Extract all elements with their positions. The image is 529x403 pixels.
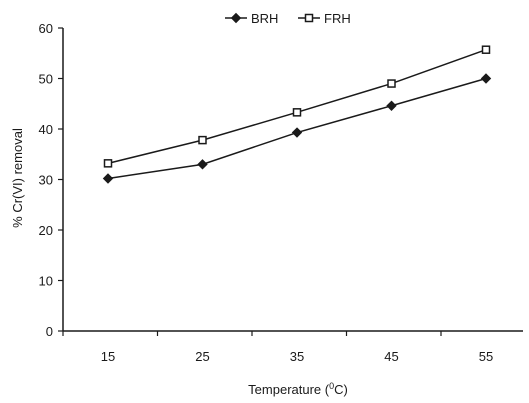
x-axis-label-main: Temperature ( <box>248 382 330 397</box>
y-tick-label: 10 <box>39 274 53 289</box>
series-brh <box>102 73 492 184</box>
legend: BRH FRH <box>225 11 351 26</box>
series-brh-point <box>386 100 397 111</box>
x-axis-label: Temperature (0C) <box>248 381 348 397</box>
series-frh <box>103 45 491 168</box>
series-frh-point <box>387 79 396 88</box>
series-brh-point <box>102 173 114 184</box>
y-tick-label: 60 <box>39 21 53 36</box>
legend-label-brh: BRH <box>251 11 278 26</box>
x-axis-label-tail: C) <box>334 382 348 397</box>
legend-label-frh: FRH <box>324 11 351 26</box>
y-tick-label: 50 <box>39 72 53 87</box>
y-tick-label: 40 <box>39 122 53 137</box>
x-tick-label: 45 <box>384 349 398 364</box>
y-axis-ticks: 0 10 20 30 40 50 60 <box>39 21 63 339</box>
x-axis-label-superscript: 0 <box>329 381 334 391</box>
y-tick-label: 0 <box>46 324 53 339</box>
legend-item-frh: FRH <box>298 11 351 26</box>
x-tick-label: 55 <box>479 349 493 364</box>
legend-swatch-marker <box>230 12 242 24</box>
series-brh-point <box>291 127 303 138</box>
x-tick-label: 35 <box>290 349 304 364</box>
x-tick-label: 15 <box>101 349 115 364</box>
legend-item-brh: BRH <box>225 11 278 26</box>
y-tick-label: 20 <box>39 223 53 238</box>
series-frh-point <box>103 159 113 168</box>
series-frh-point <box>198 135 207 145</box>
x-axis-ticks: 15 25 35 45 55 <box>62 331 493 364</box>
legend-swatch-marker <box>304 13 314 23</box>
series-frh-line <box>107 49 487 165</box>
y-axis-label: % Cr(VI) removal <box>10 128 25 228</box>
series-brh-point <box>197 159 208 170</box>
series-frh-point <box>481 45 491 54</box>
series-frh-point <box>292 108 302 117</box>
series-layer <box>102 45 492 184</box>
series-brh-point <box>480 73 492 84</box>
y-tick-label: 30 <box>39 173 53 188</box>
x-tick-label: 25 <box>195 349 209 364</box>
